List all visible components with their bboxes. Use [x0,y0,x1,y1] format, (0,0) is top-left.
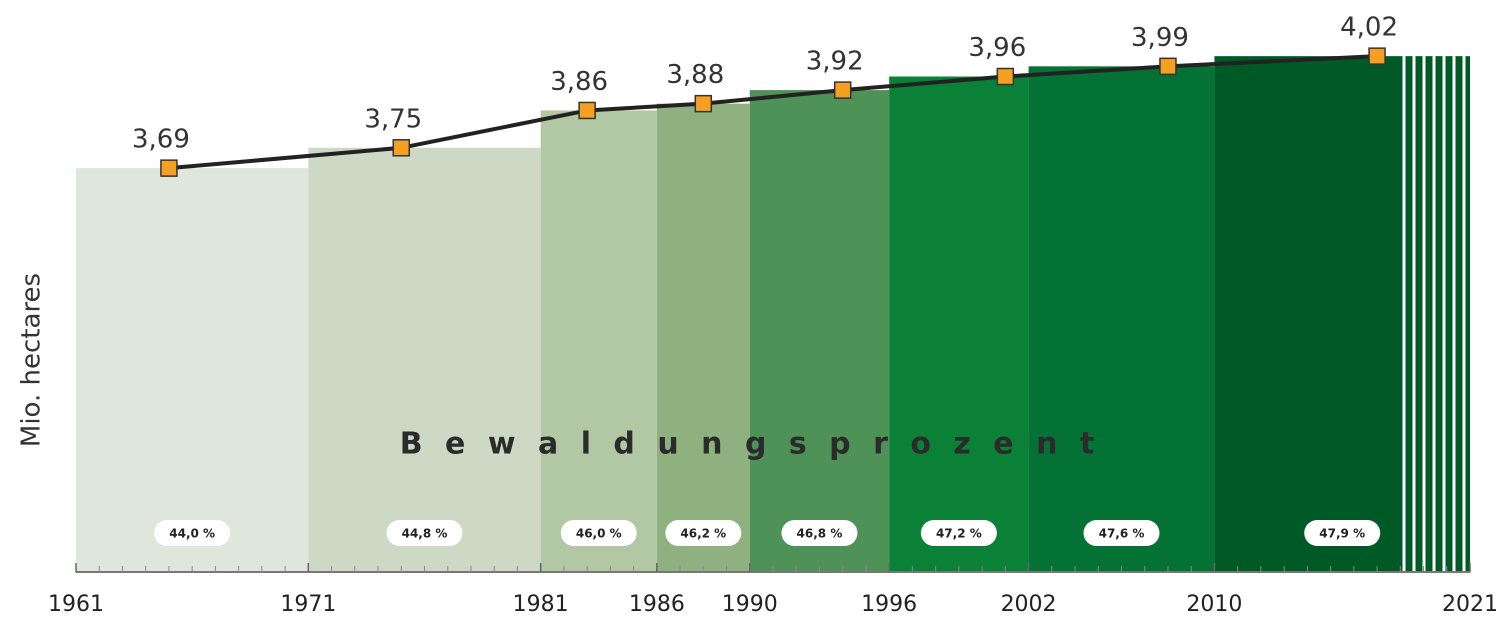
share-label: 47,2 % [936,527,982,541]
data-label: 3,92 [806,47,864,77]
marker [1368,47,1386,65]
period-band [1214,56,1470,572]
period-band [76,168,309,573]
x-tick-label: 2010 [1186,592,1242,617]
x-tick-label: 1996 [861,592,917,617]
share-label: 46,0 % [576,527,622,541]
data-label: 3,86 [550,67,608,97]
share-pill [154,520,231,546]
share-label: 47,9 % [1319,527,1365,541]
period-band [656,103,750,572]
annotation: B e w a l d u n g s p r o z e n t [400,427,1100,462]
period-band [540,110,657,572]
share-label: 44,8 % [402,527,448,541]
x-tick-label: 2002 [1001,592,1057,617]
data-label: 4,02 [1340,13,1398,43]
share-label: 47,6 % [1099,527,1145,541]
share-pill [920,520,997,546]
data-label: 3,75 [364,104,422,134]
marker [578,101,596,120]
period-band [1028,66,1215,573]
y-axis-label: Mio. hectares [17,273,47,447]
period-band [889,76,1029,572]
marker [833,81,852,99]
x-tick-label: 1971 [280,592,336,617]
period-band [308,147,541,572]
data-label: 3,88 [666,60,724,90]
marker [694,94,713,113]
data-label: 3,96 [968,33,1026,63]
x-tick-label: 1990 [722,592,778,617]
data-label: 3,69 [132,125,190,155]
x-tick-label: 2021 [1442,592,1498,617]
x-tick-label: 1981 [513,592,569,617]
share-label: 46,2 % [680,527,726,541]
marker [160,159,178,177]
share-pill [781,520,858,546]
marker [392,139,411,157]
share-label: 46,8 % [797,527,843,541]
share-pill [1083,520,1160,546]
share-label: 44,0 % [169,527,215,541]
share-pill [386,520,463,546]
share-pill [560,520,637,546]
share-pill [1304,520,1381,546]
data-line [168,54,1378,171]
share-pill [665,520,742,546]
marker [1159,57,1177,76]
marker [996,67,1015,86]
x-tick-label: 1961 [48,592,104,617]
period-band [749,90,890,573]
x-tick-label: 1986 [629,592,685,617]
data-label: 3,99 [1131,23,1189,53]
